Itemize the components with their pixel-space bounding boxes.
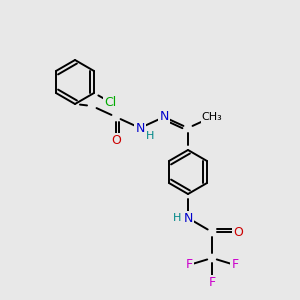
Text: F: F [231,259,239,272]
Text: N: N [183,212,193,224]
Text: N: N [159,110,169,124]
Text: Cl: Cl [104,95,116,109]
Text: H: H [146,131,154,141]
Text: F: F [208,275,216,289]
Text: N: N [135,122,145,134]
Text: O: O [233,226,243,238]
Text: CH₃: CH₃ [202,112,222,122]
Text: F: F [185,259,193,272]
Text: H: H [173,213,181,223]
Text: O: O [111,134,121,146]
